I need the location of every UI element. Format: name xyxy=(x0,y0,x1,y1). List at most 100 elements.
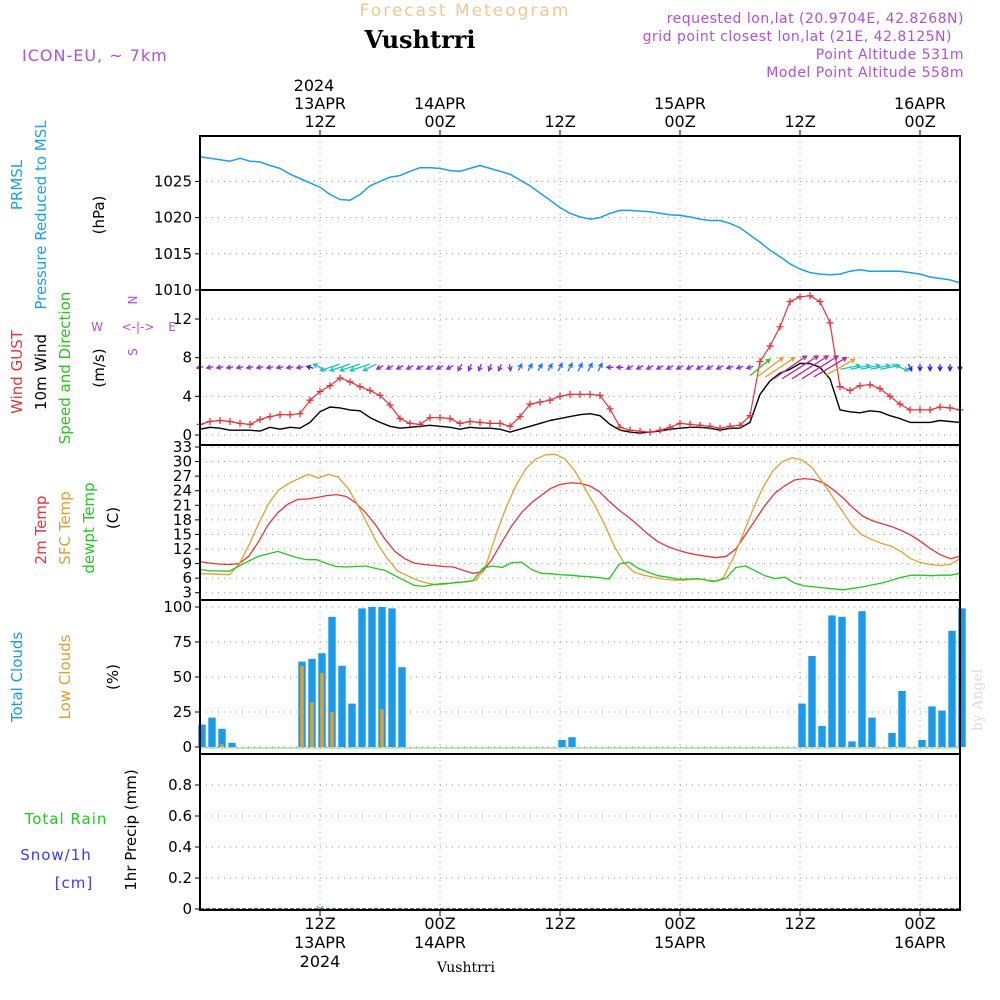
gust-marker xyxy=(326,382,334,390)
wind-arrow xyxy=(507,363,513,372)
gust-marker xyxy=(796,293,804,301)
wind-arrow xyxy=(497,363,503,372)
wind-arrow xyxy=(319,363,341,373)
gust-marker xyxy=(536,398,544,406)
gust-marker xyxy=(826,319,834,327)
wind-arrow xyxy=(725,364,734,370)
wind-arrow xyxy=(215,364,224,370)
ytick-label: 12 xyxy=(173,540,192,558)
tcc-label: Total Clouds xyxy=(8,632,26,724)
wind-arrow xyxy=(285,364,294,370)
ytick-label: 9 xyxy=(182,555,192,573)
wind-arrow xyxy=(685,364,694,370)
gust-marker xyxy=(676,419,684,427)
gust-marker xyxy=(636,427,644,435)
wind-arrow xyxy=(537,362,543,371)
gust-marker xyxy=(716,424,724,432)
ytick-label: 18 xyxy=(173,511,192,529)
wind-arrow xyxy=(375,364,384,370)
hpa-label: (hPa) xyxy=(90,196,108,235)
gust-marker xyxy=(666,423,674,431)
compass-w: W xyxy=(91,320,103,334)
wind-arrow xyxy=(655,364,664,370)
wind-arrow xyxy=(265,364,274,370)
bottom-tick-hour: 00Z xyxy=(904,914,935,933)
compass-rose: W <-|-> E N S xyxy=(91,296,176,356)
wind-arrow xyxy=(675,364,684,370)
gust-marker xyxy=(356,383,364,391)
ytick-label: 0.6 xyxy=(168,807,192,825)
wind-arrow xyxy=(557,362,563,372)
ytick-label: 0.2 xyxy=(168,869,192,887)
gust-marker xyxy=(756,358,764,366)
wind-arrow xyxy=(765,356,796,378)
wind-arrow xyxy=(385,364,394,370)
wind-arrow xyxy=(605,364,614,371)
total-cloud-bar xyxy=(378,607,386,747)
wind-arrow xyxy=(517,362,523,371)
wind-arrow xyxy=(467,363,473,372)
compass-s: S xyxy=(126,348,140,356)
top-tick-hour: 12Z xyxy=(304,112,335,131)
model-name: ICON-EU, ~ 7km xyxy=(22,46,168,65)
wind-arrow xyxy=(907,363,913,372)
wind-arrow xyxy=(749,358,771,376)
gust-marker xyxy=(806,292,814,300)
total-cloud-bar xyxy=(368,607,376,747)
gust-marker xyxy=(926,406,934,414)
footer-location: Vushtrri xyxy=(436,960,495,976)
top-tick-date: 14APR xyxy=(414,94,466,113)
total-cloud-bar xyxy=(228,742,236,747)
total-cloud-bar xyxy=(958,608,966,747)
precip-label: 1hr Precip (mm) xyxy=(122,769,140,890)
gust-marker xyxy=(726,422,734,430)
total-cloud-bar xyxy=(868,717,876,747)
gust-marker xyxy=(476,418,484,426)
gust-marker xyxy=(766,342,774,350)
wind-arrow xyxy=(245,364,254,370)
total-cloud-bar xyxy=(928,706,936,747)
ytick-label: 8 xyxy=(182,349,192,367)
gust-marker xyxy=(266,413,274,421)
watermark: by Angel xyxy=(970,668,986,731)
gust-marker xyxy=(576,390,584,398)
total-cloud-bar xyxy=(938,710,946,747)
wind-arrow xyxy=(527,362,533,371)
wind-arrow xyxy=(295,364,304,370)
wind-arrow xyxy=(695,364,704,370)
total-cloud-bar xyxy=(208,717,216,747)
gust-marker xyxy=(836,383,844,391)
gust-marker xyxy=(886,392,894,400)
gust-marker xyxy=(496,419,504,427)
gust-marker xyxy=(286,411,294,419)
wind-arrow xyxy=(349,363,371,373)
panel-frame xyxy=(199,135,961,291)
prmsl-label: PRMSL xyxy=(8,159,26,210)
total-cloud-bar xyxy=(358,608,366,747)
ytick-label: 0 xyxy=(182,900,192,918)
gust-marker xyxy=(686,420,694,428)
gust-marker xyxy=(456,419,464,427)
wind-arrow xyxy=(715,364,724,370)
wind-arrow xyxy=(339,363,361,373)
wind-arrow xyxy=(577,362,583,372)
wind-arrow xyxy=(947,364,953,372)
gust-marker xyxy=(296,410,304,418)
wind-arrow xyxy=(735,364,744,370)
total-cloud-bar xyxy=(888,733,896,747)
wind-arrow xyxy=(927,364,933,372)
wind-arrow xyxy=(625,364,634,370)
gust-marker xyxy=(436,414,444,422)
top-year: 2024 xyxy=(294,76,335,95)
rain-label: Total Rain xyxy=(24,810,108,828)
top-tick-hour: 00Z xyxy=(664,112,695,131)
ytick-label: 50 xyxy=(173,668,192,686)
low-cloud-bar xyxy=(330,712,334,747)
wind-arrow xyxy=(415,364,424,370)
dew-label: dewpt Temp xyxy=(80,482,98,573)
gust-marker xyxy=(276,411,284,419)
gust-marker xyxy=(406,419,414,427)
gust-marker xyxy=(566,390,574,398)
